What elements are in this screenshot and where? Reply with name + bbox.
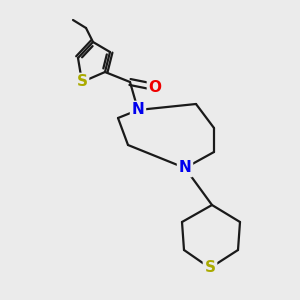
Text: S: S <box>76 74 88 89</box>
Text: O: O <box>148 80 161 94</box>
Text: N: N <box>178 160 191 175</box>
Text: N: N <box>132 103 144 118</box>
Text: S: S <box>205 260 215 275</box>
